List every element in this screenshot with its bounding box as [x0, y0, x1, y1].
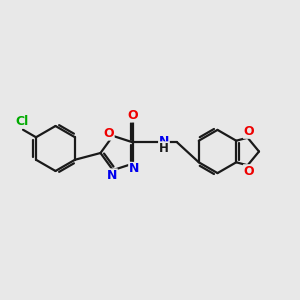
Text: O: O [244, 165, 254, 178]
Text: O: O [103, 127, 114, 140]
Text: N: N [107, 169, 117, 182]
Text: H: H [159, 142, 169, 155]
Text: O: O [128, 109, 138, 122]
Text: N: N [129, 163, 139, 176]
Text: Cl: Cl [15, 115, 28, 128]
Text: N: N [159, 135, 169, 148]
Text: O: O [244, 125, 254, 138]
